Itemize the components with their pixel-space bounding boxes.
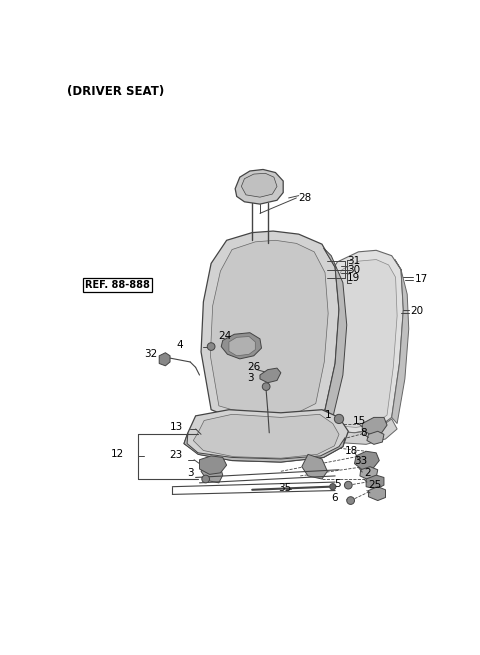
Text: 35: 35 <box>278 483 292 493</box>
Text: 15: 15 <box>353 416 366 426</box>
Polygon shape <box>360 466 378 479</box>
Text: (DRIVER SEAT): (DRIVER SEAT) <box>67 85 165 98</box>
Circle shape <box>202 475 210 483</box>
Text: 24: 24 <box>218 331 231 341</box>
Text: 23: 23 <box>169 450 182 460</box>
Polygon shape <box>369 487 385 500</box>
Polygon shape <box>325 419 397 444</box>
Circle shape <box>262 383 270 390</box>
Text: 19: 19 <box>347 273 360 283</box>
Text: 30: 30 <box>347 265 360 274</box>
Text: 18: 18 <box>345 445 359 455</box>
Polygon shape <box>184 409 348 462</box>
Text: 3: 3 <box>248 373 254 383</box>
Text: 31: 31 <box>347 256 360 266</box>
Text: 26: 26 <box>248 362 261 372</box>
Polygon shape <box>200 456 227 474</box>
Text: REF. 88-888: REF. 88-888 <box>85 280 150 290</box>
Polygon shape <box>366 475 384 489</box>
Polygon shape <box>324 248 347 417</box>
Polygon shape <box>201 231 339 421</box>
Polygon shape <box>355 451 379 470</box>
Polygon shape <box>221 333 262 359</box>
Text: 32: 32 <box>144 349 157 359</box>
Polygon shape <box>362 417 387 434</box>
Circle shape <box>347 496 355 504</box>
Polygon shape <box>260 368 281 383</box>
Text: 2: 2 <box>364 468 371 478</box>
Text: 25: 25 <box>369 480 382 490</box>
Polygon shape <box>317 250 403 433</box>
Polygon shape <box>392 259 409 424</box>
Text: 13: 13 <box>170 422 183 432</box>
Text: 8: 8 <box>360 428 367 438</box>
Polygon shape <box>193 415 339 458</box>
Text: 4: 4 <box>176 340 183 350</box>
Polygon shape <box>159 353 170 365</box>
Polygon shape <box>241 174 277 197</box>
Circle shape <box>335 415 344 424</box>
Text: 28: 28 <box>299 193 312 203</box>
Polygon shape <box>235 170 283 204</box>
Text: 6: 6 <box>331 493 338 503</box>
Circle shape <box>345 481 352 489</box>
Circle shape <box>207 343 215 350</box>
Polygon shape <box>229 337 255 356</box>
Polygon shape <box>367 431 384 444</box>
Text: 17: 17 <box>415 274 428 284</box>
Polygon shape <box>210 240 328 415</box>
Polygon shape <box>184 433 345 462</box>
Text: 5: 5 <box>335 479 341 489</box>
Text: 33: 33 <box>355 457 368 466</box>
Text: 20: 20 <box>410 306 423 316</box>
Circle shape <box>330 483 336 490</box>
Text: 12: 12 <box>111 449 124 458</box>
Polygon shape <box>302 455 327 479</box>
Polygon shape <box>201 457 223 483</box>
Polygon shape <box>326 259 397 428</box>
Text: 1: 1 <box>325 410 332 420</box>
Text: 3: 3 <box>187 468 194 478</box>
